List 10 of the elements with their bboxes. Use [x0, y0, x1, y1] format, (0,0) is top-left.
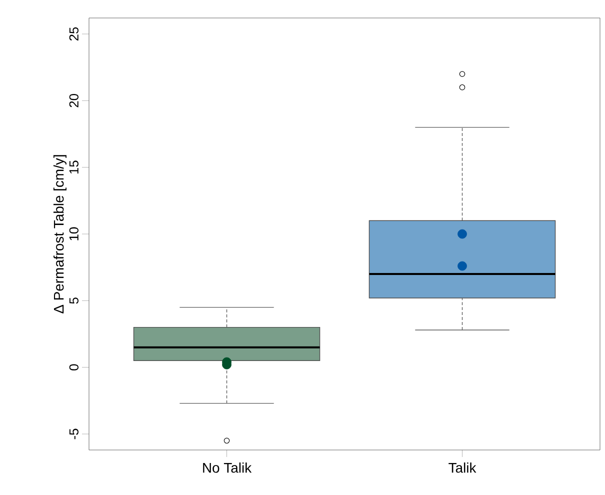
y-axis-title: Δ Permafrost Table [cm/y] — [53, 155, 66, 314]
y-tick-label: 5 — [69, 298, 78, 304]
y-tick-label: 10 — [69, 227, 78, 240]
y-tick-label: 25 — [69, 27, 78, 41]
y-tick-label: -5 — [69, 428, 78, 440]
y-tick-label: 0 — [69, 364, 78, 370]
y-tick-label: 20 — [69, 94, 78, 108]
y-tick-label: 15 — [69, 160, 78, 174]
x-tick-label: No Talik — [203, 462, 252, 473]
x-tick-label: Talik — [448, 462, 476, 473]
